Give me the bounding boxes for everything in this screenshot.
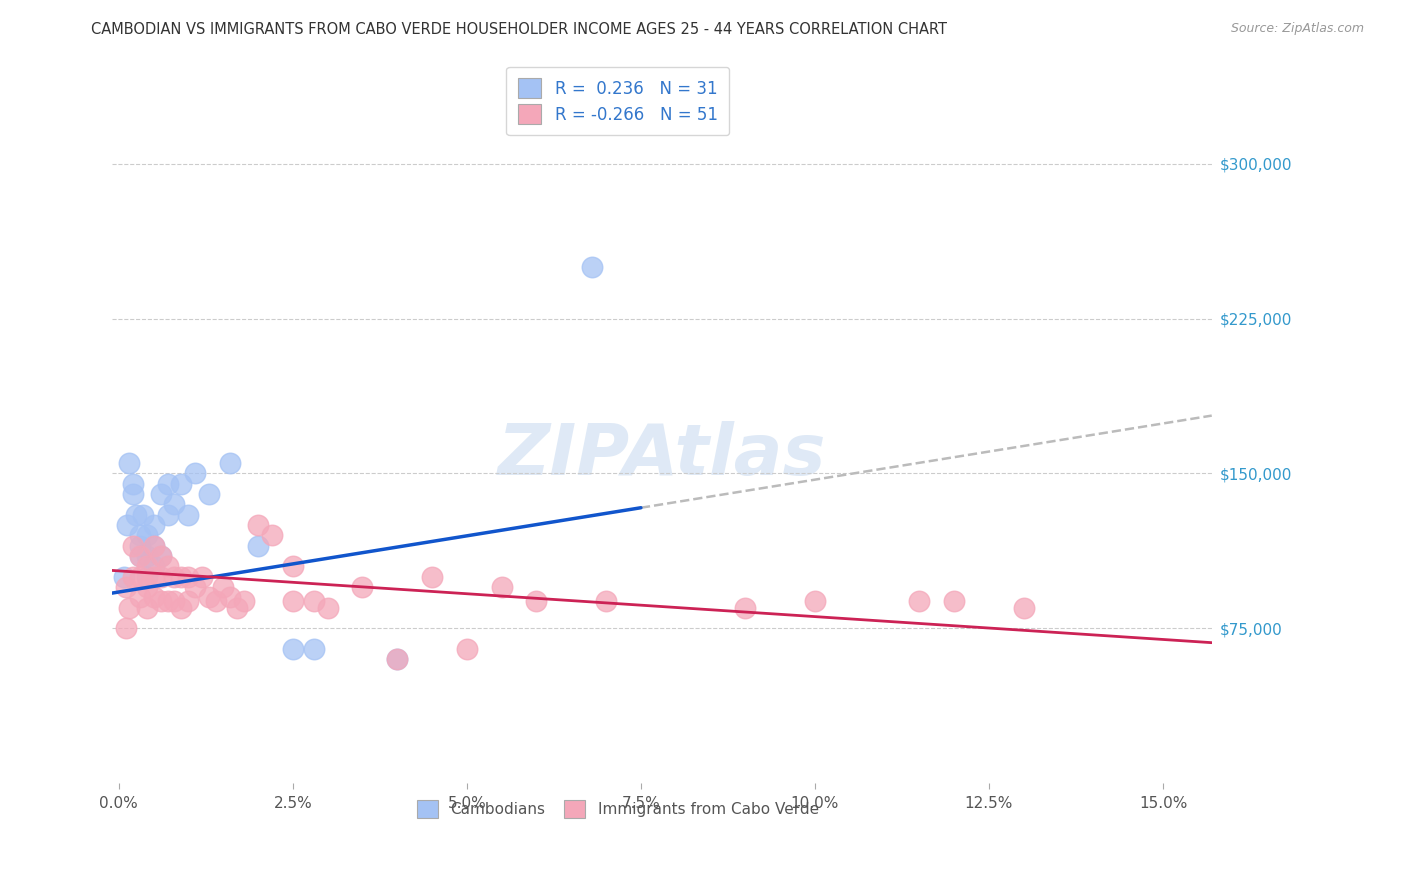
Point [316, 600, 339, 615]
Point [804, 594, 827, 608]
Point [281, 641, 304, 656]
Point [135, 559, 157, 574]
Text: ZIPAtlas: ZIPAtlas [498, 421, 827, 490]
Point [177, 569, 200, 583]
Point [177, 508, 200, 522]
Point [219, 591, 242, 605]
Point [387, 652, 409, 666]
Point [142, 559, 165, 574]
Point [142, 539, 165, 553]
Point [420, 569, 443, 583]
Point [135, 569, 157, 583]
Point [456, 641, 478, 656]
Point [581, 260, 603, 274]
Point [156, 594, 179, 608]
Point [149, 549, 172, 563]
Point [135, 528, 157, 542]
Point [184, 580, 207, 594]
Point [1012, 600, 1035, 615]
Point [205, 594, 228, 608]
Point [281, 559, 304, 574]
Point [121, 487, 143, 501]
Point [142, 569, 165, 583]
Point [177, 594, 200, 608]
Point [491, 580, 513, 594]
Point [526, 594, 548, 608]
Legend: Cambodians, Immigrants from Cabo Verde: Cambodians, Immigrants from Cabo Verde [411, 794, 825, 824]
Point [281, 594, 304, 608]
Point [198, 487, 221, 501]
Text: CAMBODIAN VS IMMIGRANTS FROM CABO VERDE HOUSEHOLDER INCOME AGES 25 - 44 YEARS CO: CAMBODIAN VS IMMIGRANTS FROM CABO VERDE … [91, 22, 948, 37]
Point [115, 518, 138, 533]
Point [121, 569, 143, 583]
Point [247, 539, 270, 553]
Point [247, 518, 270, 533]
Point [191, 569, 214, 583]
Point [226, 600, 249, 615]
Point [114, 580, 136, 594]
Text: Source: ZipAtlas.com: Source: ZipAtlas.com [1230, 22, 1364, 36]
Point [156, 508, 179, 522]
Point [149, 594, 172, 608]
Point [156, 476, 179, 491]
Point [233, 594, 256, 608]
Point [128, 549, 150, 563]
Point [163, 594, 186, 608]
Point [734, 600, 756, 615]
Point [163, 497, 186, 511]
Point [114, 621, 136, 635]
Point [260, 528, 283, 542]
Point [149, 487, 172, 501]
Point [121, 476, 143, 491]
Point [128, 591, 150, 605]
Point [302, 641, 325, 656]
Point [121, 539, 143, 553]
Point [135, 580, 157, 594]
Point [125, 508, 148, 522]
Point [170, 476, 193, 491]
Point [595, 594, 617, 608]
Point [184, 467, 207, 481]
Point [128, 569, 150, 583]
Point [198, 591, 221, 605]
Point [112, 569, 135, 583]
Point [170, 569, 193, 583]
Point [219, 456, 242, 470]
Point [128, 549, 150, 563]
Point [149, 569, 172, 583]
Point [908, 594, 931, 608]
Point [128, 528, 150, 542]
Point [118, 456, 141, 470]
Point [135, 600, 157, 615]
Point [156, 559, 179, 574]
Point [132, 508, 155, 522]
Point [163, 569, 186, 583]
Point [128, 539, 150, 553]
Point [135, 549, 157, 563]
Point [142, 591, 165, 605]
Point [170, 600, 193, 615]
Point [118, 600, 141, 615]
Point [142, 539, 165, 553]
Point [387, 652, 409, 666]
Point [212, 580, 235, 594]
Point [302, 594, 325, 608]
Point [943, 594, 966, 608]
Point [142, 518, 165, 533]
Point [352, 580, 374, 594]
Point [149, 549, 172, 563]
